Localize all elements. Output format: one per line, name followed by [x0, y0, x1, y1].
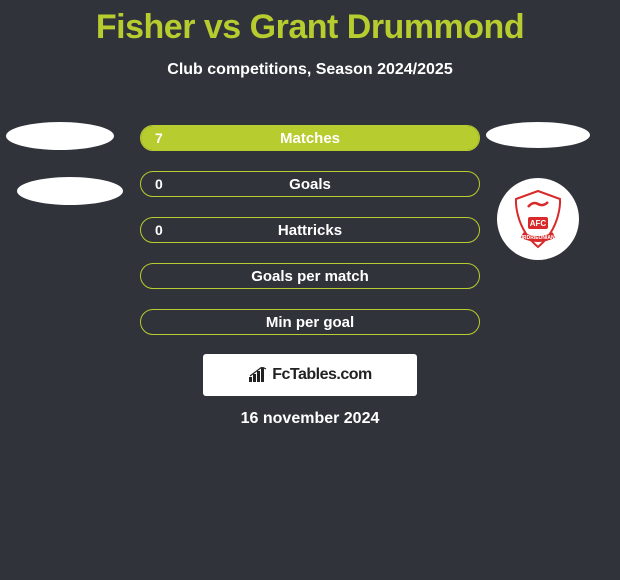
stat-label: Matches — [280, 130, 340, 147]
stat-row-min-per-goal: Min per goal — [140, 309, 480, 335]
avatar-player1-top — [6, 122, 114, 150]
stat-row-hattricks: 0 Hattricks — [140, 217, 480, 243]
svg-text:AIRDRIEONIANS: AIRDRIEONIANS — [518, 235, 559, 241]
brand-text: FcTables.com — [272, 366, 372, 384]
brand-box[interactable]: FcTables.com — [203, 354, 417, 396]
stat-row-goals-per-match: Goals per match — [140, 263, 480, 289]
subtitle: Club competitions, Season 2024/2025 — [0, 61, 620, 79]
stats-table: 7 Matches 0 Goals 0 Hattricks Goals per match M… — [140, 125, 480, 355]
chart-icon — [248, 367, 268, 383]
stat-label: Hattricks — [278, 222, 342, 239]
stat-label: Goals — [289, 176, 331, 193]
stat-label: Goals per match — [251, 268, 369, 285]
stat-row-goals: 0 Goals — [140, 171, 480, 197]
shield-icon: AFC AIRDRIEONIANS — [506, 187, 570, 251]
stat-value-player1: 0 — [155, 222, 163, 238]
stat-row-matches: 7 Matches — [140, 125, 480, 151]
stat-value-player1: 7 — [155, 130, 163, 146]
stat-value-player1: 0 — [155, 176, 163, 192]
stat-label: Min per goal — [266, 314, 354, 331]
club-badge-airdrieonians: AFC AIRDRIEONIANS — [497, 178, 579, 260]
avatar-player1-mid — [17, 177, 123, 205]
svg-text:AFC: AFC — [530, 219, 547, 228]
date-label: 16 november 2024 — [0, 410, 620, 428]
avatar-player2-top — [486, 122, 590, 148]
page-title: Fisher vs Grant Drummond — [0, 0, 620, 47]
